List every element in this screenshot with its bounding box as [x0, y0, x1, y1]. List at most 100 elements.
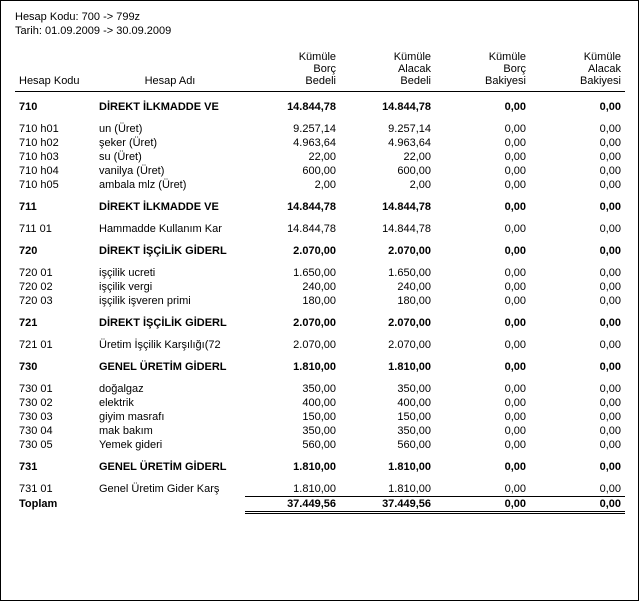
- cell-value: 22,00: [340, 150, 435, 164]
- cell-name: vanilya (Üret): [95, 164, 245, 178]
- meta-line-1: Hesap Kodu: 700 -> 799z: [15, 11, 624, 23]
- cell-value: 2.070,00: [340, 316, 435, 330]
- cell-code: 731: [15, 460, 95, 474]
- cell-value: 0,00: [530, 150, 625, 164]
- total-value: 0,00: [530, 497, 625, 512]
- th-col4: Kümüle Alacak Bakiyesi: [530, 49, 625, 92]
- table-row: 710 h03su (Üret)22,0022,000,000,00: [15, 150, 625, 164]
- table-row: 720 02işçilik vergi240,00240,000,000,00: [15, 280, 625, 294]
- total-value: 37.449,56: [340, 497, 435, 512]
- cell-value: 600,00: [340, 164, 435, 178]
- table-row: 730 05Yemek gideri560,00560,000,000,00: [15, 438, 625, 452]
- cell-value: 0,00: [530, 164, 625, 178]
- cell-value: 240,00: [340, 280, 435, 294]
- cell-value: 0,00: [435, 200, 530, 214]
- table-row: 720 03işçilik işveren primi180,00180,000…: [15, 294, 625, 308]
- cell-value: 0,00: [530, 316, 625, 330]
- cell-value: 0,00: [435, 122, 530, 136]
- th-col1: Kümüle Borç Bedeli: [245, 49, 340, 92]
- cell-value: 0,00: [530, 100, 625, 114]
- cell-value: 14.844,78: [245, 222, 340, 236]
- cell-value: 4.963,64: [245, 136, 340, 150]
- cell-value: 0,00: [530, 338, 625, 352]
- cell-value: 0,00: [530, 410, 625, 424]
- cell-value: 350,00: [340, 382, 435, 396]
- table-row: 730 04mak bakım350,00350,000,000,00: [15, 424, 625, 438]
- total-value: 37.449,56: [245, 497, 340, 512]
- cell-value: 0,00: [530, 438, 625, 452]
- cell-value: 180,00: [340, 294, 435, 308]
- cell-value: 350,00: [245, 424, 340, 438]
- table-body: 710DİREKT İLKMADDE VE14.844,7814.844,780…: [15, 92, 625, 514]
- table-row: 730 01doğalgaz350,00350,000,000,00: [15, 382, 625, 396]
- cell-value: 2.070,00: [245, 338, 340, 352]
- section-row: 720DİREKT İŞÇİLİK GİDERL2.070,002.070,00…: [15, 244, 625, 258]
- cell-name: Üretim İşçilik Karşılığı(72: [95, 338, 245, 352]
- cell-name: DİREKT İLKMADDE VE: [95, 200, 245, 214]
- cell-value: 150,00: [340, 410, 435, 424]
- cell-value: 0,00: [435, 150, 530, 164]
- meta-line-2: Tarih: 01.09.2009 -> 30.09.2009: [15, 25, 624, 37]
- cell-code: 730 03: [15, 410, 95, 424]
- th-col2: Kümüle Alacak Bedeli: [340, 49, 435, 92]
- cell-value: 0,00: [435, 460, 530, 474]
- cell-value: 2.070,00: [340, 338, 435, 352]
- cell-value: 0,00: [435, 178, 530, 192]
- cell-value: 1.810,00: [245, 360, 340, 374]
- cell-value: 0,00: [530, 294, 625, 308]
- cell-value: 400,00: [245, 396, 340, 410]
- cell-value: 0,00: [530, 200, 625, 214]
- table-row: 710 h01un (Üret)9.257,149.257,140,000,00: [15, 122, 625, 136]
- cell-code: 720 02: [15, 280, 95, 294]
- cell-value: 1.650,00: [245, 266, 340, 280]
- cell-value: 0,00: [530, 482, 625, 497]
- section-row: 710DİREKT İLKMADDE VE14.844,7814.844,780…: [15, 100, 625, 114]
- cell-code: 721: [15, 316, 95, 330]
- report-page: Hesap Kodu: 700 -> 799z Tarih: 01.09.200…: [0, 0, 639, 601]
- cell-name: DİREKT İLKMADDE VE: [95, 100, 245, 114]
- table-row: 721 01Üretim İşçilik Karşılığı(722.070,0…: [15, 338, 625, 352]
- cell-code: 710 h01: [15, 122, 95, 136]
- cell-value: 1.810,00: [245, 482, 340, 497]
- cell-value: 180,00: [245, 294, 340, 308]
- cell-value: 0,00: [530, 460, 625, 474]
- table-row: 710 h05ambala mlz (Üret)2,002,000,000,00: [15, 178, 625, 192]
- cell-value: 400,00: [340, 396, 435, 410]
- cell-value: 0,00: [530, 178, 625, 192]
- cell-value: 2,00: [245, 178, 340, 192]
- cell-name: Hammadde Kullanım Kar: [95, 222, 245, 236]
- cell-value: 14.844,78: [245, 200, 340, 214]
- cell-code: 710 h05: [15, 178, 95, 192]
- cell-value: 0,00: [435, 438, 530, 452]
- cell-value: 0,00: [435, 482, 530, 497]
- cell-value: 0,00: [435, 338, 530, 352]
- cell-name: su (Üret): [95, 150, 245, 164]
- cell-code: 720 03: [15, 294, 95, 308]
- section-row: 730GENEL ÜRETİM GİDERL1.810,001.810,000,…: [15, 360, 625, 374]
- cell-code: 711 01: [15, 222, 95, 236]
- cell-value: 350,00: [245, 382, 340, 396]
- cell-value: 600,00: [245, 164, 340, 178]
- table-row: 730 03giyim masrafı150,00150,000,000,00: [15, 410, 625, 424]
- cell-value: 2.070,00: [245, 244, 340, 258]
- cell-value: 1.650,00: [340, 266, 435, 280]
- cell-value: 0,00: [530, 360, 625, 374]
- cell-value: 14.844,78: [340, 222, 435, 236]
- cell-value: 0,00: [530, 266, 625, 280]
- cell-value: 560,00: [340, 438, 435, 452]
- cell-code: 730 05: [15, 438, 95, 452]
- cell-name: mak bakım: [95, 424, 245, 438]
- cell-value: 0,00: [435, 424, 530, 438]
- cell-code: 730 04: [15, 424, 95, 438]
- cell-code: 730 02: [15, 396, 95, 410]
- total-row: Toplam37.449,5637.449,560,000,00: [15, 497, 625, 512]
- cell-name: elektrik: [95, 396, 245, 410]
- cell-value: 350,00: [340, 424, 435, 438]
- cell-code: 710 h02: [15, 136, 95, 150]
- cell-value: 4.963,64: [340, 136, 435, 150]
- cell-name: işçilik vergi: [95, 280, 245, 294]
- cell-name: GENEL ÜRETİM GİDERL: [95, 360, 245, 374]
- cell-code: 710: [15, 100, 95, 114]
- cell-code: 730: [15, 360, 95, 374]
- cell-value: 2,00: [340, 178, 435, 192]
